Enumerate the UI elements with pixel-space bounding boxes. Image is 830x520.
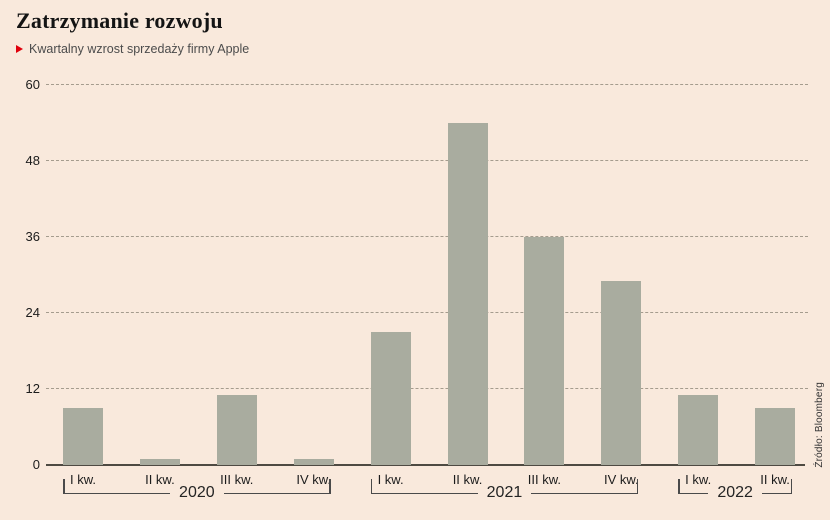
bracket-line-segment <box>223 492 331 494</box>
bar-2022-q2 <box>755 408 796 465</box>
x-axis-line <box>46 463 805 466</box>
bracket-tick-right <box>636 479 639 494</box>
bracket-line: 2021 <box>370 484 639 502</box>
bracket-line-segment <box>761 492 793 494</box>
bar-2021-q3 <box>524 237 565 465</box>
x-label-2021-q3: III kw. <box>527 472 561 487</box>
bracket-tick-right <box>790 479 793 494</box>
bar-2020-q1 <box>63 408 103 465</box>
x-label-2020-q2: II kw. <box>145 472 175 487</box>
bracket-line: 2022 <box>678 484 793 502</box>
x-label-2020-q4: IV kw. <box>296 472 332 487</box>
subtitle-marker-icon <box>16 45 23 53</box>
y-tick-label-12: 12 <box>25 381 40 396</box>
bracket-tick-left <box>63 479 65 494</box>
y-tick-label-36: 36 <box>25 229 40 244</box>
year-label-2021: 2021 <box>486 484 523 501</box>
bracket-tick-right <box>329 479 331 494</box>
subtitle-text: Kwartalny wzrost sprzedaży firmy Apple <box>29 42 250 56</box>
gridline-24 <box>46 312 808 313</box>
x-label-2021-q1: I kw. <box>377 472 404 487</box>
bar-2020-q3 <box>216 395 257 465</box>
bar-2021-q1 <box>370 332 411 465</box>
bracket-line-segment <box>678 492 709 494</box>
bracket-line-segment <box>63 492 171 494</box>
x-label-2022-q2: II kw. <box>760 472 790 487</box>
y-tick-label-24: 24 <box>25 305 40 320</box>
gridline-12 <box>46 388 808 389</box>
source-label: Źródło: Bloomberg <box>814 382 825 468</box>
bracket-line-segment <box>370 492 478 494</box>
year-label-2022: 2022 <box>717 484 753 501</box>
plot-area <box>46 84 808 466</box>
bar-2021-q2 <box>447 123 488 465</box>
bracket-line: 2020 <box>63 484 331 502</box>
bracket-line-segment <box>531 492 639 494</box>
x-label-2020-q3: III kw. <box>220 472 254 487</box>
gridline-48 <box>46 160 808 161</box>
year-bracket-2022: 2022 <box>678 479 793 505</box>
bracket-tick-left <box>370 479 373 494</box>
bar-2021-q4 <box>601 281 642 465</box>
x-label-2020-q1: I kw. <box>69 472 96 487</box>
year-bracket-2021: 2021 <box>370 479 639 505</box>
y-tick-label-60: 60 <box>25 77 40 92</box>
x-label-2021-q2: II kw. <box>452 472 483 487</box>
year-bracket-2020: 2020 <box>63 479 331 505</box>
y-tick-label-48: 48 <box>25 153 40 168</box>
x-label-2022-q1: I kw. <box>685 472 712 487</box>
chart-subtitle: Kwartalny wzrost sprzedaży firmy Apple <box>16 42 249 56</box>
bar-2022-q1 <box>678 395 719 465</box>
bar-2020-q2 <box>139 458 180 465</box>
bracket-tick-left <box>678 479 680 494</box>
y-tick-label-0: 0 <box>32 457 40 472</box>
page-title: Zatrzymanie rozwoju <box>16 8 223 33</box>
gridline-36 <box>46 236 808 237</box>
bar-2020-q4 <box>293 458 334 465</box>
gridline-60 <box>46 84 808 85</box>
x-label-2021-q4: IV kw. <box>603 472 639 487</box>
year-label-2020: 2020 <box>179 484 215 501</box>
